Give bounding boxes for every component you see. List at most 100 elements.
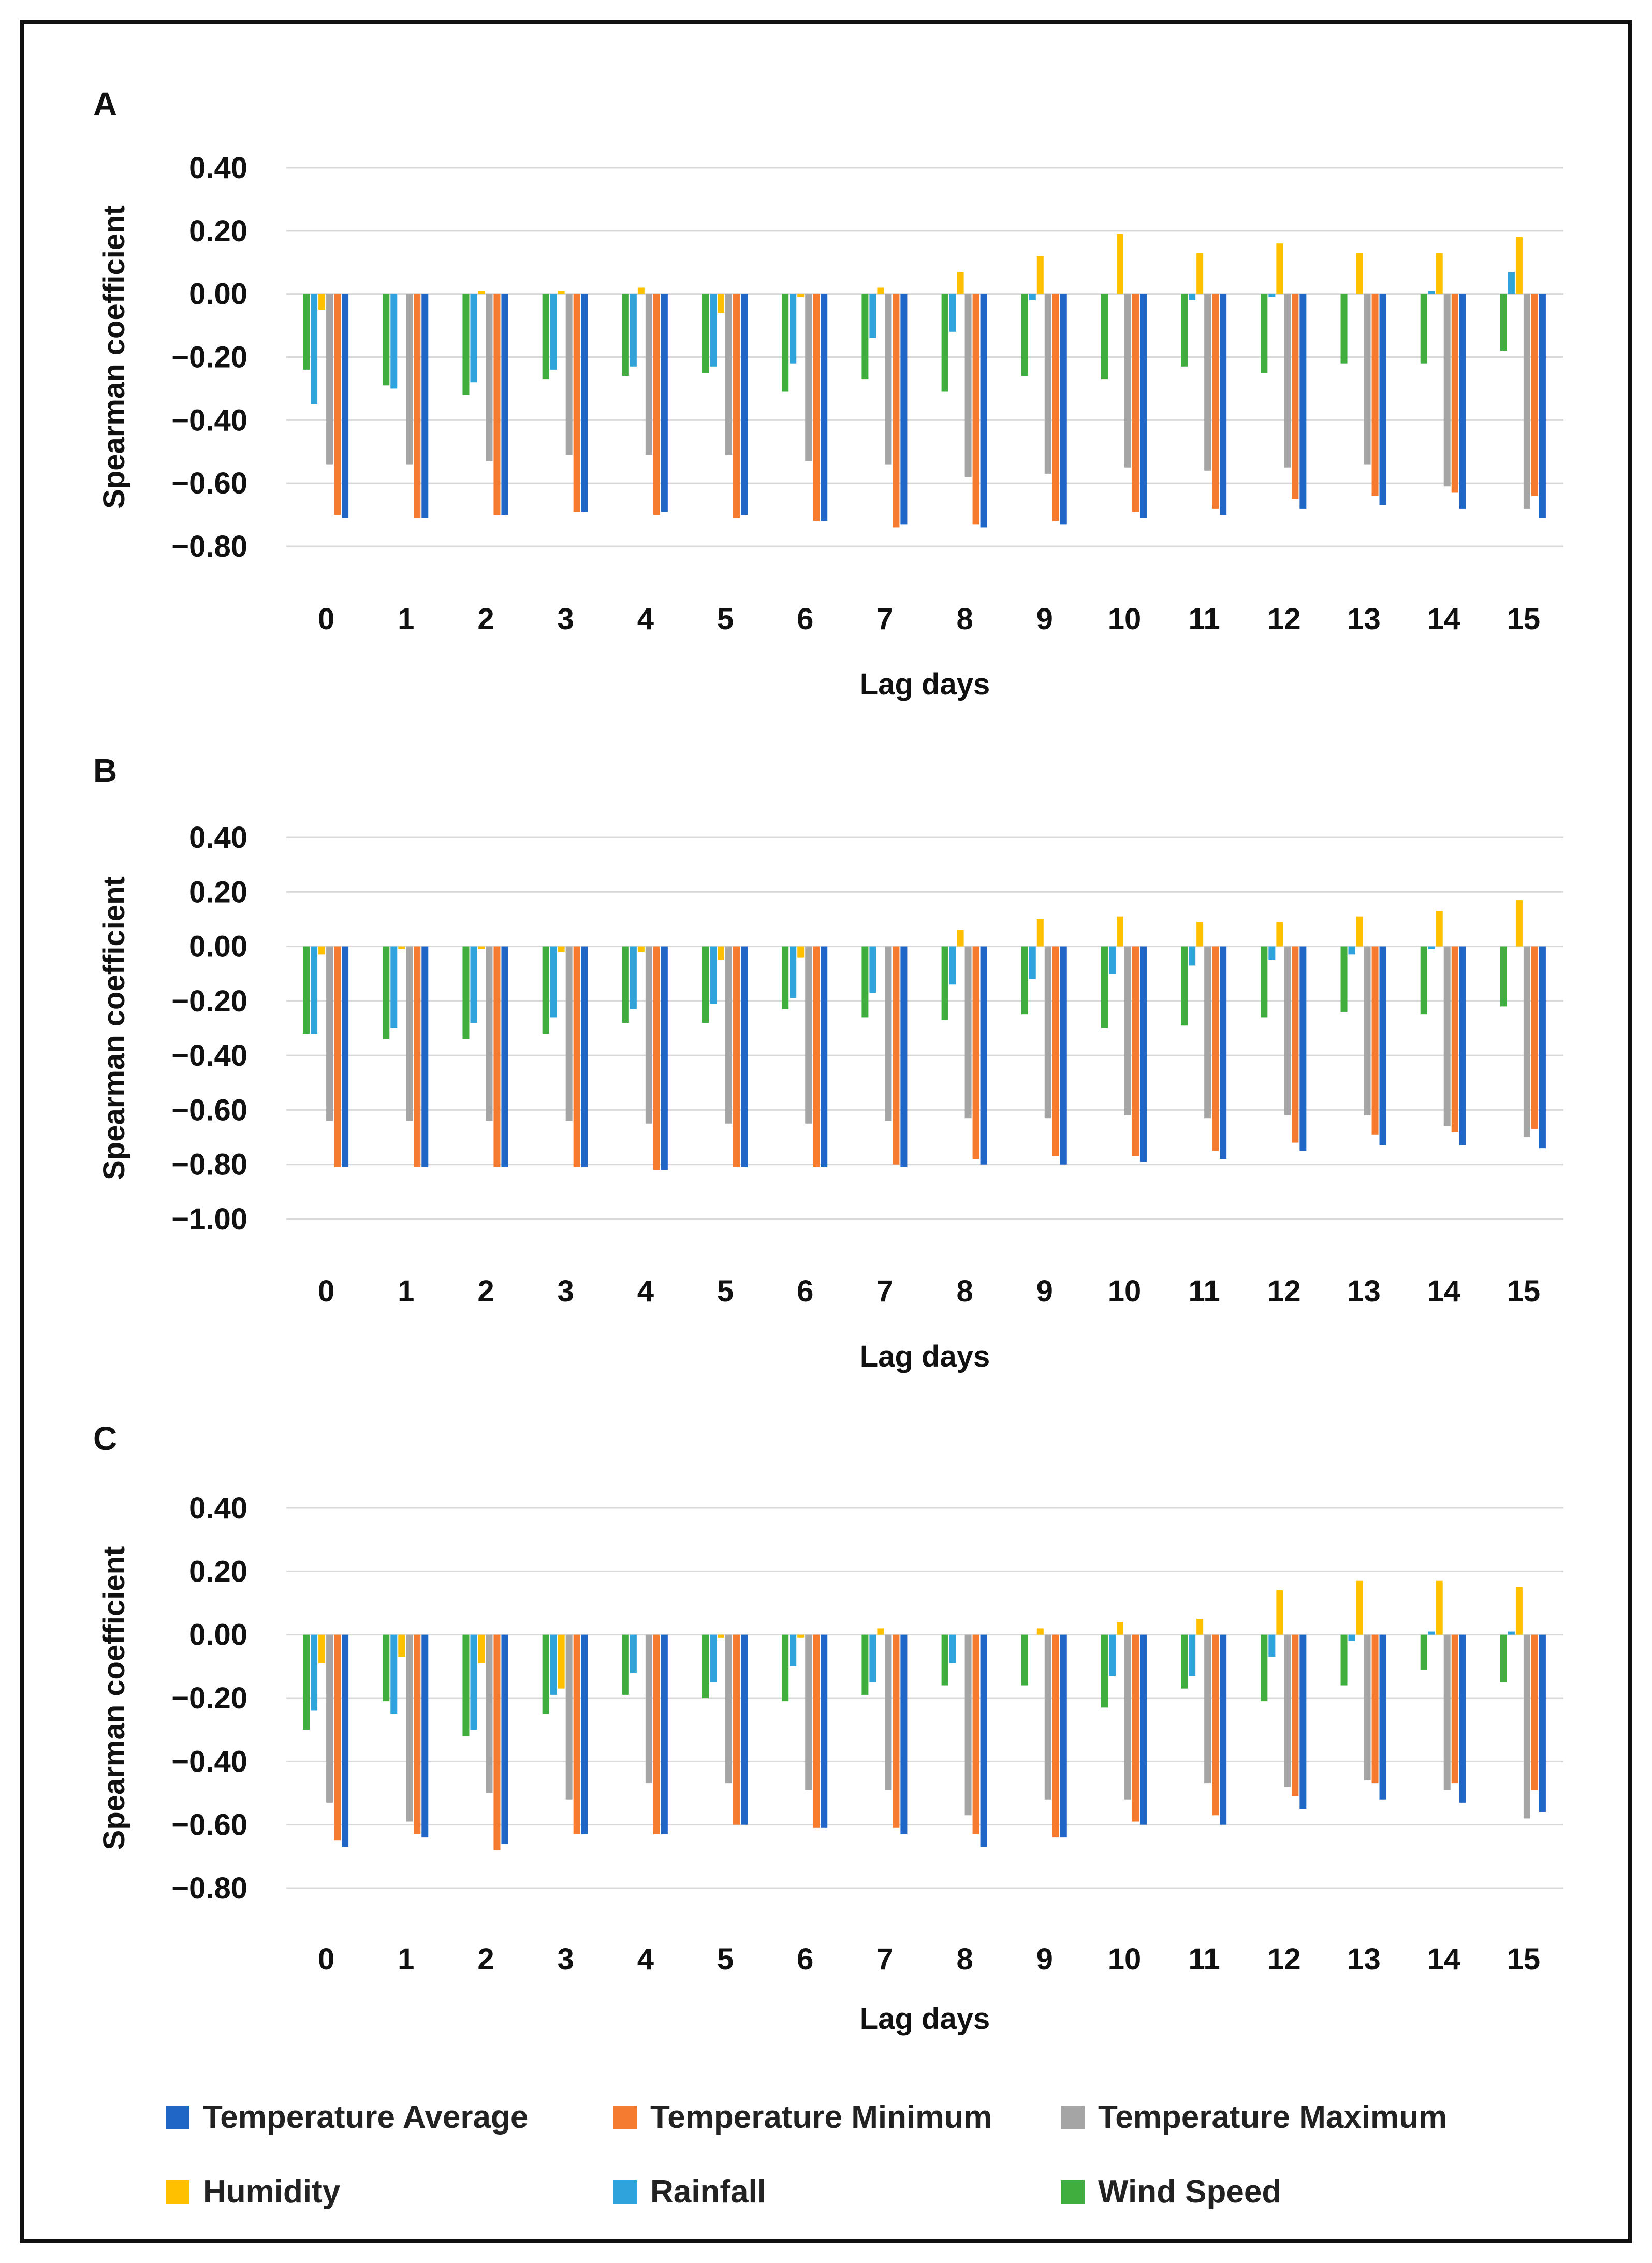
bar-temperature-average-lag-6 <box>821 946 828 1167</box>
bar-temperature-minimum-lag-12 <box>1292 294 1299 499</box>
bar-temperature-minimum-lag-1 <box>414 1634 421 1835</box>
bar-temperature-minimum-lag-11 <box>1212 294 1219 509</box>
bar-humidity-lag-12 <box>1276 1590 1283 1635</box>
bar-temperature-average-lag-7 <box>900 294 908 525</box>
bar-temperature-minimum-lag-7 <box>893 1634 900 1828</box>
bar-rainfall-lag-4 <box>630 1634 637 1673</box>
bar-wind-speed-lag-11 <box>1181 1634 1188 1689</box>
bar-wind-speed-lag-6 <box>782 1634 789 1702</box>
bar-humidity-lag-10 <box>1116 234 1123 294</box>
x-tick-label: 2 <box>477 1942 494 1976</box>
y-tick-label: −0.80 <box>171 1148 247 1182</box>
bar-temperature-minimum-lag-0 <box>334 294 341 515</box>
bar-temperature-maximum-lag-6 <box>805 294 812 461</box>
bar-temperature-maximum-lag-4 <box>645 294 652 455</box>
bar-rainfall-lag-7 <box>869 946 876 993</box>
x-tick-label: 7 <box>876 602 893 636</box>
bar-temperature-maximum-lag-5 <box>725 294 733 455</box>
bar-temperature-maximum-lag-13 <box>1364 1634 1371 1781</box>
bar-rainfall-lag-13 <box>1348 1634 1355 1641</box>
x-tick-label: 2 <box>477 1274 494 1308</box>
legend-item-wind-speed: Wind Speed <box>1061 2173 1281 2210</box>
bar-wind-speed-lag-8 <box>941 946 948 1020</box>
bar-temperature-minimum-lag-2 <box>493 1634 501 1850</box>
bar-wind-speed-lag-6 <box>782 294 789 392</box>
bar-rainfall-lag-9 <box>1029 294 1036 300</box>
bar-rainfall-lag-15 <box>1508 1631 1515 1635</box>
bar-temperature-minimum-lag-1 <box>414 946 421 1167</box>
bar-humidity-lag-0 <box>318 946 326 955</box>
bar-rainfall-lag-6 <box>790 946 797 998</box>
bar-temperature-maximum-lag-4 <box>645 1634 652 1784</box>
bar-rainfall-lag-2 <box>470 294 477 383</box>
bar-temperature-average-lag-10 <box>1139 294 1147 518</box>
bar-wind-speed-lag-9 <box>1021 946 1028 1015</box>
bar-temperature-maximum-lag-12 <box>1284 1634 1291 1787</box>
y-tick-label: 0.40 <box>189 1491 247 1525</box>
bar-wind-speed-lag-2 <box>462 946 470 1039</box>
bar-rainfall-lag-8 <box>949 294 956 332</box>
x-tick-label: 11 <box>1188 1942 1220 1976</box>
bar-temperature-maximum-lag-10 <box>1124 1634 1131 1800</box>
bar-rainfall-lag-11 <box>1189 946 1196 966</box>
bar-temperature-maximum-lag-0 <box>326 294 333 465</box>
bar-temperature-maximum-lag-12 <box>1284 946 1291 1115</box>
bar-rainfall-lag-2 <box>470 946 477 1023</box>
x-axis-title: Lag days <box>860 1340 990 1373</box>
y-tick-label: −1.00 <box>171 1202 247 1236</box>
bar-temperature-average-lag-7 <box>900 946 908 1167</box>
bar-temperature-minimum-lag-2 <box>493 294 501 515</box>
bar-temperature-maximum-lag-9 <box>1044 1634 1051 1800</box>
bar-temperature-average-lag-15 <box>1539 1634 1546 1812</box>
bar-wind-speed-lag-0 <box>303 1634 310 1730</box>
bar-temperature-maximum-lag-2 <box>486 946 493 1121</box>
legend-swatch-rainfall <box>613 2180 637 2204</box>
bar-temperature-average-lag-2 <box>501 946 508 1167</box>
x-tick-label: 10 <box>1108 1942 1142 1976</box>
x-tick-label: 3 <box>558 1942 574 1976</box>
bar-wind-speed-lag-13 <box>1340 1634 1348 1686</box>
bar-wind-speed-lag-15 <box>1500 946 1507 1007</box>
bar-temperature-minimum-lag-13 <box>1371 946 1379 1135</box>
bar-temperature-minimum-lag-15 <box>1531 1634 1538 1790</box>
bar-rainfall-lag-5 <box>710 1634 717 1682</box>
bar-temperature-minimum-lag-15 <box>1531 946 1538 1129</box>
legend-swatch-temperature-average <box>166 2105 189 2129</box>
bar-temperature-average-lag-7 <box>900 1634 908 1835</box>
y-tick-label: −0.60 <box>171 1093 247 1127</box>
bar-temperature-maximum-lag-1 <box>406 946 413 1121</box>
bar-humidity-lag-8 <box>957 930 964 947</box>
legend-label-temperature-minimum: Temperature Minimum <box>650 2099 992 2135</box>
bar-temperature-maximum-lag-13 <box>1364 294 1371 465</box>
bar-temperature-minimum-lag-10 <box>1132 1634 1139 1822</box>
bar-wind-speed-lag-14 <box>1420 1634 1427 1670</box>
bar-humidity-lag-1 <box>398 1634 405 1657</box>
x-tick-label: 13 <box>1347 602 1381 636</box>
legend-swatch-temperature-minimum <box>613 2105 637 2129</box>
bar-humidity-lag-5 <box>718 294 725 313</box>
x-tick-label: 10 <box>1108 602 1142 636</box>
bar-temperature-maximum-lag-13 <box>1364 946 1371 1115</box>
bar-wind-speed-lag-4 <box>622 946 629 1023</box>
bar-rainfall-lag-13 <box>1348 946 1355 955</box>
bar-humidity-lag-13 <box>1356 253 1363 294</box>
bar-rainfall-lag-14 <box>1428 291 1435 294</box>
bar-temperature-maximum-lag-2 <box>486 1634 493 1793</box>
bar-temperature-minimum-lag-5 <box>733 946 740 1167</box>
bar-humidity-lag-3 <box>558 1634 565 1689</box>
bar-temperature-minimum-lag-4 <box>653 1634 660 1835</box>
bar-wind-speed-lag-6 <box>782 946 789 1009</box>
bar-rainfall-lag-3 <box>550 1634 557 1695</box>
y-axis-title: Spearman coefficient <box>97 876 131 1180</box>
bar-rainfall-lag-8 <box>949 946 956 985</box>
bar-rainfall-lag-7 <box>869 294 876 338</box>
bar-temperature-average-lag-10 <box>1139 946 1147 1162</box>
bar-temperature-average-lag-6 <box>821 1634 828 1828</box>
bar-wind-speed-lag-9 <box>1021 294 1028 376</box>
bar-temperature-maximum-lag-0 <box>326 1634 333 1803</box>
y-tick-label: −0.60 <box>171 1808 247 1842</box>
x-tick-label: 1 <box>398 1942 414 1976</box>
bar-temperature-average-lag-3 <box>581 1634 588 1835</box>
bar-temperature-maximum-lag-14 <box>1443 1634 1451 1790</box>
bar-rainfall-lag-1 <box>390 1634 398 1714</box>
